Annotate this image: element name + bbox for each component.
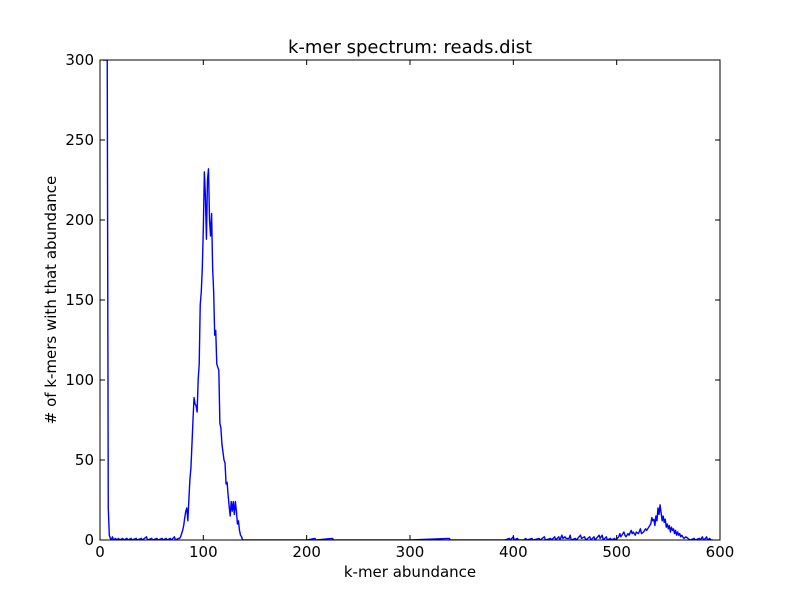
- y-tick-label: 150: [65, 291, 94, 309]
- y-tick-label: 300: [65, 51, 94, 69]
- chart-title: k-mer spectrum: reads.dist: [288, 37, 532, 58]
- series-layer: [103, 60, 713, 540]
- y-tick-label: 50: [75, 451, 94, 469]
- y-axis-label: # of k-mers with that abundance: [42, 176, 60, 425]
- y-tick-label: 250: [65, 131, 94, 149]
- plot-area: 0 100 200 300 400 500 600 0 50 100 150 200 250 300: [65, 51, 734, 561]
- x-axis-label: k-mer abundance: [344, 563, 476, 581]
- y-tick-label: 100: [65, 371, 94, 389]
- x-tick-label: 400: [499, 543, 528, 561]
- y-tick-label: 0: [84, 531, 94, 549]
- x-tick-label: 300: [396, 543, 425, 561]
- x-tick-label: 100: [189, 543, 218, 561]
- y-tick-label: 200: [65, 211, 94, 229]
- x-tick-label: 600: [706, 543, 735, 561]
- x-tick-label: 200: [292, 543, 321, 561]
- x-tick-label: 500: [602, 543, 631, 561]
- x-tick-label: 0: [95, 543, 105, 561]
- tick-layer: 0 100 200 300 400 500 600 0 50 100 150 200 250 300: [65, 51, 734, 561]
- series-line-0: [103, 60, 713, 540]
